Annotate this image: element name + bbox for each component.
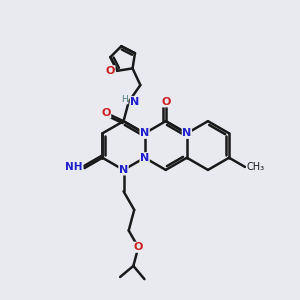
- Text: O: O: [161, 97, 170, 107]
- Text: N: N: [140, 153, 149, 163]
- Text: N: N: [182, 128, 191, 138]
- Text: CH₃: CH₃: [247, 162, 265, 172]
- Text: O: O: [134, 242, 143, 252]
- Text: NH: NH: [65, 162, 83, 172]
- Text: H: H: [121, 95, 128, 104]
- Text: N: N: [119, 165, 128, 175]
- Text: N: N: [140, 128, 149, 138]
- Text: N: N: [130, 97, 140, 106]
- Text: O: O: [106, 66, 115, 76]
- Text: O: O: [101, 108, 111, 118]
